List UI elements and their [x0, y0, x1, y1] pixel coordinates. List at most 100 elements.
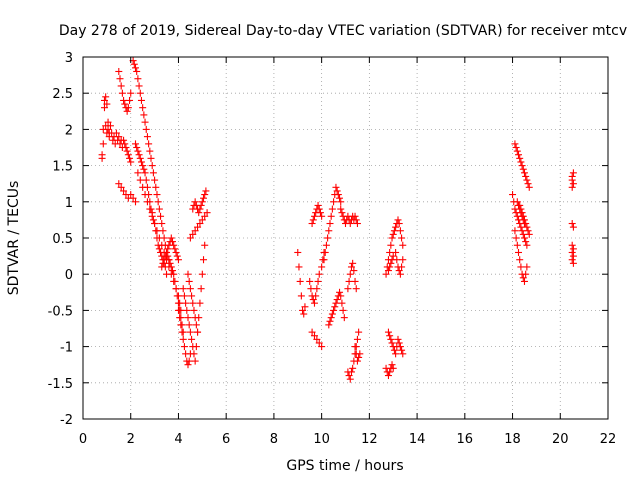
data-point: [171, 245, 179, 253]
data-point: [513, 147, 521, 155]
data-point: [155, 245, 163, 253]
data-point: [524, 227, 532, 235]
data-point: [350, 267, 358, 275]
data-point: [300, 310, 308, 318]
data-point: [315, 205, 323, 213]
data-point: [168, 267, 176, 275]
data-point: [325, 227, 333, 235]
data-point: [168, 238, 176, 246]
data-point: [124, 104, 132, 112]
data-point: [384, 267, 392, 275]
data-point: [337, 292, 345, 300]
data-point: [384, 328, 392, 336]
data-point: [115, 180, 123, 188]
data-point: [395, 220, 403, 228]
data-point: [201, 212, 209, 220]
data-point: [523, 263, 531, 271]
data-point: [163, 248, 171, 256]
data-point: [324, 234, 332, 242]
data-point: [171, 277, 179, 285]
data-point: [346, 220, 354, 228]
data-point: [388, 234, 396, 242]
data-point: [137, 158, 145, 166]
data-point: [141, 118, 149, 126]
data-point: [194, 328, 202, 336]
data-point: [386, 263, 394, 271]
data-point: [569, 245, 577, 253]
data-point: [173, 252, 181, 260]
data-point: [347, 263, 355, 271]
data-point: [147, 154, 155, 162]
data-point: [157, 212, 165, 220]
data-point: [336, 288, 344, 296]
data-point: [382, 270, 390, 278]
data-point: [112, 129, 120, 137]
data-point: [194, 223, 202, 231]
data-point: [568, 248, 576, 256]
data-point: [155, 234, 163, 242]
data-point: [189, 299, 197, 307]
data-point: [399, 241, 407, 249]
data-point: [198, 198, 206, 206]
data-point: [184, 361, 192, 369]
data-point: [141, 191, 149, 199]
data-point: [318, 263, 326, 271]
data-point: [513, 198, 521, 206]
data-point: [104, 118, 112, 126]
data-point: [351, 277, 359, 285]
data-point: [192, 321, 200, 329]
data-point: [569, 223, 577, 231]
data-point: [143, 198, 151, 206]
y-tick-label: 2: [65, 123, 73, 138]
data-point: [346, 375, 354, 383]
data-point: [390, 346, 398, 354]
data-point: [164, 245, 172, 253]
data-point: [121, 100, 129, 108]
data-point: [321, 248, 329, 256]
data-point: [180, 292, 188, 300]
data-point: [117, 82, 125, 90]
data-point: [336, 194, 344, 202]
data-point: [200, 256, 208, 264]
data-point: [520, 216, 528, 224]
data-point: [100, 96, 108, 104]
data-point: [332, 299, 340, 307]
x-axis-label: GPS time / hours: [286, 458, 403, 474]
y-tick-label: 2.5: [52, 87, 73, 102]
data-point: [398, 234, 406, 242]
data-point: [569, 180, 577, 188]
data-point: [186, 285, 194, 293]
data-point: [161, 252, 169, 260]
data-point: [153, 227, 161, 235]
data-point: [191, 357, 199, 365]
data-point: [201, 241, 209, 249]
data-point: [309, 216, 317, 224]
data-point: [314, 201, 322, 209]
data-point: [523, 223, 531, 231]
data-point: [197, 201, 205, 209]
data-point: [134, 75, 142, 83]
data-point: [149, 216, 157, 224]
data-point: [196, 299, 204, 307]
data-point: [356, 350, 364, 358]
x-tick-label: 0: [79, 432, 87, 447]
data-point: [568, 256, 576, 264]
data-point: [192, 343, 200, 351]
x-tick-label: 16: [457, 432, 474, 447]
data-point: [99, 140, 107, 148]
x-tick-label: 10: [313, 432, 330, 447]
y-tick-label: 1: [65, 196, 73, 211]
data-point: [328, 310, 336, 318]
data-point: [179, 285, 187, 293]
data-point: [523, 176, 531, 184]
data-point: [310, 332, 318, 340]
data-point: [346, 270, 354, 278]
data-point: [190, 350, 198, 358]
data-point: [388, 361, 396, 369]
data-point: [386, 332, 394, 340]
grid-lines: [83, 57, 608, 419]
data-point: [511, 140, 519, 148]
data-point: [331, 303, 339, 311]
data-point: [518, 162, 526, 170]
